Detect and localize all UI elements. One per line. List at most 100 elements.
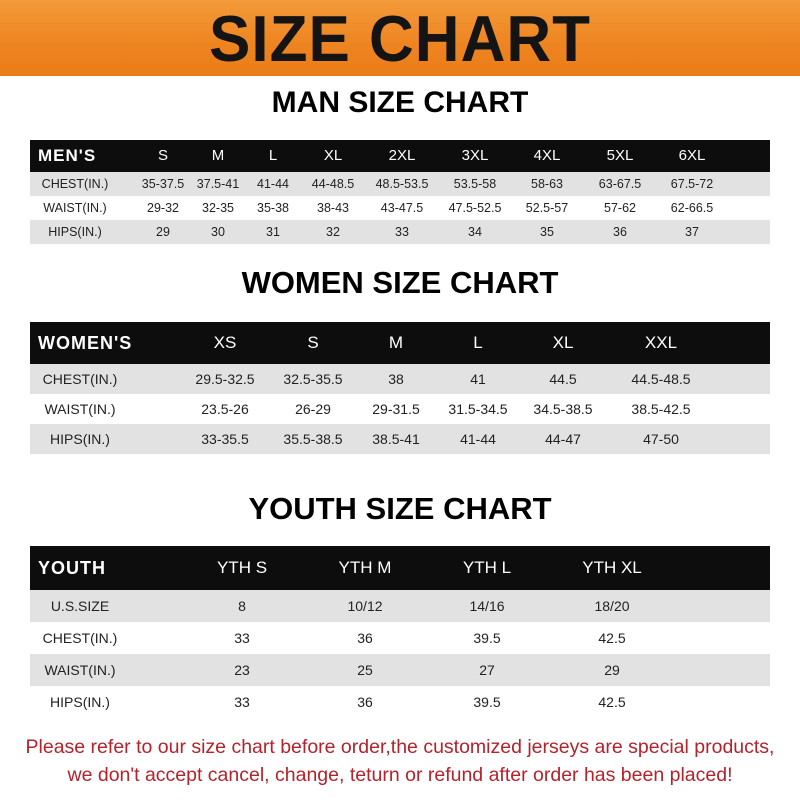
title-banner: SIZE CHART [0,0,800,76]
table-cell: 30 [211,225,225,239]
table-cell: 48.5-53.5 [375,177,429,191]
table-cell: 38.5-41 [372,431,420,447]
table-row: WAIST(IN.) 23.5-26 26-29 29-31.5 31.5-34.5 34… [30,394,770,424]
table-cell: 32-35 [202,201,234,215]
table-cell: 33-35.5 [201,431,249,447]
men-section-title: MAN SIZE CHART [271,86,529,119]
table-cell: 37 [685,225,699,239]
table-cell: 47-50 [643,431,679,447]
table-cell: 38.5-42.5 [631,401,691,417]
table-cell: 44-47 [545,431,581,447]
table-cell: 29.5-32.5 [195,371,255,387]
table-category-label: WOMEN'S [38,333,133,353]
table-cell: 38-43 [317,201,349,215]
size-header-cell: L [268,147,278,164]
table-cell: 36 [357,694,373,710]
disclaimer-line-1: Please refer to our size chart before or… [25,736,775,758]
table-cell: 36 [357,630,373,646]
measurement-label: CHEST(IN.) [42,630,118,646]
size-header-cell: S [307,333,319,352]
table-category-label: MEN'S [38,146,97,165]
size-header-cell: XL [323,147,343,164]
table-cell: 42.5 [598,630,626,646]
size-header-cell: 2XL [388,147,416,164]
table-cell: 57-62 [604,201,636,215]
table-cell: 29 [604,662,620,678]
table-row: U.S.SIZE 8 10/12 14/16 18/20 [30,590,770,622]
size-header-cell: YTH L [462,558,512,577]
table-cell: 43-47.5 [380,201,424,215]
women-section-title: WOMEN SIZE CHART [241,265,559,300]
size-header-cell: 4XL [533,147,561,164]
measurement-label: U.S.SIZE [50,598,110,614]
women-header-row: WOMEN'S XS S M L XL XXL [30,322,770,364]
table-cell: 41-44 [257,177,289,191]
youth-header-row: YOUTH YTH S YTH M YTH L YTH XL [30,546,770,590]
table-cell: 33 [234,694,250,710]
table-cell: 32 [326,225,340,239]
size-header-cell: S [157,147,169,164]
table-cell: 33 [395,225,409,239]
table-cell: 39.5 [473,630,501,646]
table-cell: 27 [479,662,495,678]
table-cell: 47.5-52.5 [448,201,502,215]
table-cell: 44.5-48.5 [631,371,691,387]
table-cell: 44.5 [549,371,577,387]
table-cell: 29-32 [147,201,179,215]
table-row: HIPS(IN.) 33-35.5 35.5-38.5 38.5-41 41-44 44-… [30,424,770,454]
size-header-cell: YTH XL [582,558,642,577]
banner-title: SIZE CHART [209,3,591,76]
table-cell: 52.5-57 [525,201,569,215]
measurement-label: HIPS(IN.) [50,694,110,710]
table-cell: 18/20 [594,598,630,614]
table-row: HIPS(IN.) 29 30 31 32 33 34 35 36 37 [30,220,770,244]
size-header-cell: 5XL [606,147,634,164]
table-cell: 63-67.5 [598,177,642,191]
table-cell: 26-29 [295,401,331,417]
table-row: WAIST(IN.) 29-32 32-35 35-38 38-43 43-47.5 47.… [30,196,770,220]
table-cell: 10/12 [347,598,383,614]
table-cell: 23.5-26 [201,401,249,417]
measurement-label: CHEST(IN.) [41,177,109,191]
table-cell: 37.5-41 [196,177,240,191]
size-header-cell: YTH S [216,558,268,577]
table-row: HIPS(IN.) 33 36 39.5 42.5 [30,686,770,718]
table-cell: 44-48.5 [311,177,355,191]
table-cell: 34 [468,225,482,239]
table-cell: 23 [234,662,250,678]
table-cell: 14/16 [469,598,505,614]
measurement-label: WAIST(IN.) [44,662,116,678]
measurement-label: HIPS(IN.) [50,431,110,447]
table-cell: 38 [388,371,404,387]
size-header-cell: M [388,333,404,352]
youth-section-title: YOUTH SIZE CHART [248,491,552,526]
table-cell: 41 [470,371,486,387]
men-header-row: MEN'S S M L XL 2XL 3XL 4XL 5XL 6XL [30,140,770,172]
table-cell: 31 [266,225,280,239]
table-cell: 42.5 [598,694,626,710]
table-cell: 58-63 [531,177,563,191]
size-header-cell: XXL [644,333,678,352]
table-cell: 34.5-38.5 [533,401,593,417]
table-cell: 35 [540,225,554,239]
disclaimer-line-2: we don't accept cancel, change, teturn o… [67,764,733,786]
table-cell: 33 [234,630,250,646]
table-cell: 8 [238,598,246,614]
table-cell: 25 [357,662,373,678]
table-cell: 29 [156,225,170,239]
measurement-label: WAIST(IN.) [44,401,116,417]
table-cell: 41-44 [460,431,496,447]
table-row: CHEST(IN.) 35-37.5 37.5-41 41-44 44-48.5 48.5… [30,172,770,196]
measurement-label: WAIST(IN.) [43,201,107,215]
table-cell: 36 [613,225,627,239]
measurement-label: HIPS(IN.) [48,225,102,239]
table-cell: 31.5-34.5 [448,401,508,417]
measurement-label: CHEST(IN.) [42,371,118,387]
table-cell: 35.5-38.5 [283,431,343,447]
table-cell: 35-37.5 [141,177,185,191]
size-header-cell: L [473,333,483,352]
table-cell: 29-31.5 [372,401,420,417]
table-cell: 67.5-72 [670,177,714,191]
table-cell: 62-66.5 [670,201,714,215]
